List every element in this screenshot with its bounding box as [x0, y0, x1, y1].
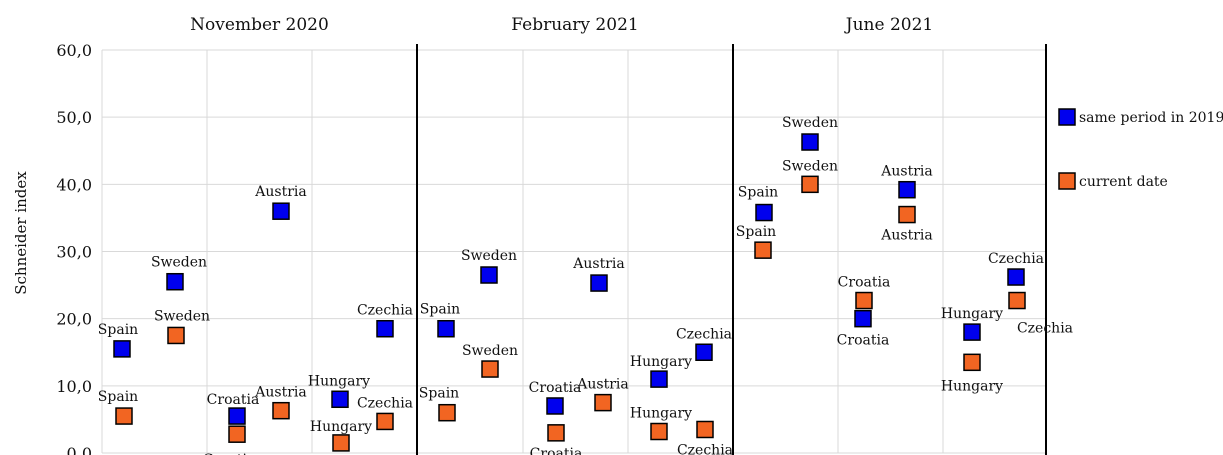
data-label: Spain: [419, 386, 459, 402]
point-same-period-2019: [695, 343, 713, 361]
point-current-date: [855, 291, 873, 310]
data-label: Spain: [420, 302, 460, 318]
y-tick-label: 10,0: [56, 377, 92, 396]
point-current-date: [696, 420, 714, 439]
data-label: Croatia: [838, 275, 891, 291]
legend-label: current date: [1079, 174, 1168, 190]
point-same-period-2019: [854, 309, 872, 328]
point-same-period-2019: [166, 272, 184, 291]
point-current-date: [481, 360, 499, 378]
data-label: Sweden: [462, 343, 518, 359]
data-label: Austria: [254, 184, 306, 200]
point-current-date: [650, 422, 668, 441]
data-label: Austria: [880, 164, 932, 180]
y-tick-label: 0,0: [67, 444, 92, 455]
data-label: Czechia: [677, 442, 733, 455]
point-current-date: [801, 175, 819, 194]
data-label: Spain: [98, 389, 138, 405]
data-label: Austria: [576, 377, 628, 393]
data-label: Spain: [738, 185, 778, 201]
data-label: Czechia: [357, 303, 413, 319]
data-label: Sweden: [461, 248, 517, 264]
data-label: Sweden: [154, 308, 210, 324]
y-tick-label: 60,0: [56, 41, 92, 60]
point-same-period-2019: [480, 266, 498, 284]
y-tick-labels: 0,0 10,0 20,0 30,0 40,0 50,0 60,0: [56, 41, 92, 455]
legend-swatch: [1058, 108, 1076, 126]
panel-title: June 2021: [844, 15, 933, 35]
data-label: Czechia: [1017, 321, 1073, 337]
data-label: Spain: [98, 322, 138, 338]
axes: [416, 44, 1047, 455]
panel-titles: November 2020 February 2021 June 2021: [190, 15, 933, 35]
data-label: Hungary: [310, 419, 372, 435]
point-same-period-2019: [1007, 268, 1025, 286]
data-label: Czechia: [988, 251, 1044, 267]
point-current-date: [754, 241, 772, 259]
data-label: Croatia: [203, 452, 256, 455]
panel-title: November 2020: [190, 15, 329, 35]
data-label: Czechia: [357, 395, 413, 411]
y-tick-label: 20,0: [56, 310, 92, 329]
legend: same period in 2019 current date: [1058, 108, 1223, 190]
data-label: Croatia: [530, 446, 583, 455]
data-label: Hungary: [941, 306, 1003, 322]
data-label: Austria: [254, 385, 306, 401]
point-current-date: [115, 407, 133, 425]
point-current-date: [376, 412, 394, 431]
point-current-date: [898, 205, 916, 224]
point-same-period-2019: [228, 407, 246, 425]
point-current-date: [438, 403, 456, 422]
legend-swatch: [1058, 172, 1076, 190]
data-label: Hungary: [630, 406, 692, 422]
point-current-date: [1008, 291, 1026, 310]
data-label: Austria: [572, 256, 624, 272]
point-same-period-2019: [590, 274, 608, 292]
point-same-period-2019: [546, 397, 564, 415]
data-label: Sweden: [782, 115, 838, 131]
point-same-period-2019: [113, 340, 131, 358]
point-same-period-2019: [376, 319, 394, 338]
point-current-date: [167, 326, 185, 345]
data-label: Hungary: [630, 354, 692, 370]
point-same-period-2019: [331, 390, 349, 409]
point-same-period-2019: [272, 202, 290, 220]
data-label: Spain: [736, 224, 776, 240]
data-label: Hungary: [941, 378, 1003, 394]
point-same-period-2019: [963, 323, 981, 341]
data-label: Croatia: [529, 380, 582, 396]
point-current-date: [547, 424, 565, 442]
point-current-date: [963, 353, 981, 372]
point-same-period-2019: [801, 133, 819, 151]
data-label: Sweden: [782, 158, 838, 174]
data-label: Czechia: [676, 326, 732, 342]
point-current-date: [228, 425, 246, 443]
data-label: Hungary: [308, 373, 370, 389]
point-current-date: [272, 401, 290, 420]
data-label: Sweden: [151, 255, 207, 271]
data-label: Croatia: [837, 333, 890, 349]
y-tick-label: 50,0: [56, 108, 92, 127]
data-label: Croatia: [207, 392, 260, 408]
y-tick-label: 40,0: [56, 175, 92, 194]
point-same-period-2019: [755, 203, 773, 222]
point-same-period-2019: [437, 319, 455, 338]
data-label: Austria: [880, 228, 932, 244]
point-current-date: [594, 393, 612, 412]
data-points: [113, 133, 1026, 452]
panel-title: February 2021: [511, 15, 638, 35]
point-current-date: [332, 434, 350, 452]
point-same-period-2019: [650, 370, 668, 388]
y-axis-label: Schneider index: [12, 171, 30, 295]
point-same-period-2019: [898, 180, 916, 199]
y-tick-label: 30,0: [56, 243, 92, 262]
legend-label: same period in 2019: [1079, 110, 1223, 126]
